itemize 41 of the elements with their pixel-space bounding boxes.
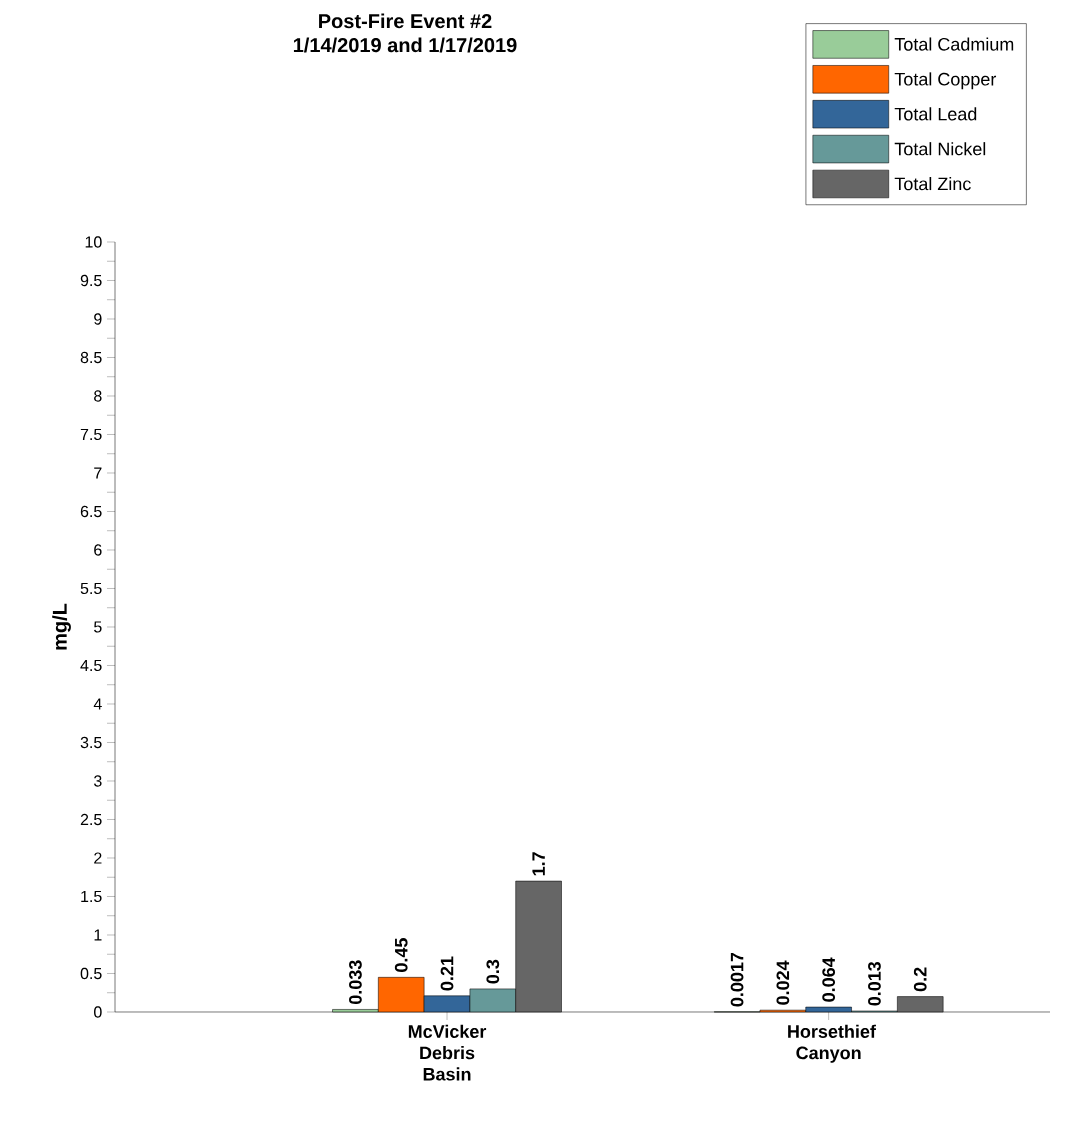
legend-label: Total Zinc xyxy=(894,177,971,191)
y-tick-label: 7 xyxy=(94,467,102,479)
y-tick-label: 6 xyxy=(94,544,102,556)
chart-subtitle: 1/14/2019 and 1/17/2019 xyxy=(293,37,517,53)
y-tick-label: 10 xyxy=(85,236,102,248)
x-tick-label: Horsethief Canyon xyxy=(788,1024,876,1063)
y-tick-label: 4.5 xyxy=(80,659,102,672)
x-tick-label: McVicker Debris Basin xyxy=(408,1024,487,1081)
y-tick-label: 1.5 xyxy=(81,890,102,903)
y-tick-label: 9.5 xyxy=(80,274,102,287)
y-tick-label: 4 xyxy=(93,698,102,710)
data-label: 0.45 xyxy=(394,938,408,972)
data-label: 0.064 xyxy=(822,957,836,1002)
data-label: 0.033 xyxy=(349,960,362,1005)
data-label: 0.013 xyxy=(868,961,881,1006)
y-tick-label: 2.5 xyxy=(80,813,102,826)
legend-label: Total Nickel xyxy=(894,142,986,156)
y-tick-label: 9 xyxy=(94,313,102,325)
y-tick-label: 0 xyxy=(94,1006,102,1018)
y-tick-label: 5.5 xyxy=(80,582,102,595)
y-tick-label: 1 xyxy=(94,929,102,941)
y-tick-label: 3.5 xyxy=(80,736,102,749)
y-axis-title: mg/L xyxy=(52,603,71,650)
legend-label: Total Lead xyxy=(894,107,977,121)
chart-title: Post-Fire Event #2 xyxy=(319,13,492,29)
y-tick-label: 2 xyxy=(94,852,102,864)
data-label: 0.2 xyxy=(913,967,927,992)
y-tick-label: 0.5 xyxy=(80,967,102,980)
y-tick-label: 3 xyxy=(94,775,102,787)
data-label: 0.024 xyxy=(776,960,790,1005)
data-label: 0.3 xyxy=(486,959,500,984)
y-tick-label: 8.5 xyxy=(80,351,102,364)
y-tick-label: 5 xyxy=(94,621,102,633)
data-label: 1.7 xyxy=(532,852,545,876)
y-tick-label: 6.5 xyxy=(80,505,102,518)
y-tick-label: 8 xyxy=(94,390,102,402)
y-tick-label: 7.5 xyxy=(80,428,102,441)
data-label: 0.0017 xyxy=(730,952,744,1007)
legend-label: Total Copper xyxy=(894,72,997,90)
data-label: 0.21 xyxy=(440,956,454,991)
legend-label: Total Cadmium xyxy=(894,37,1014,51)
